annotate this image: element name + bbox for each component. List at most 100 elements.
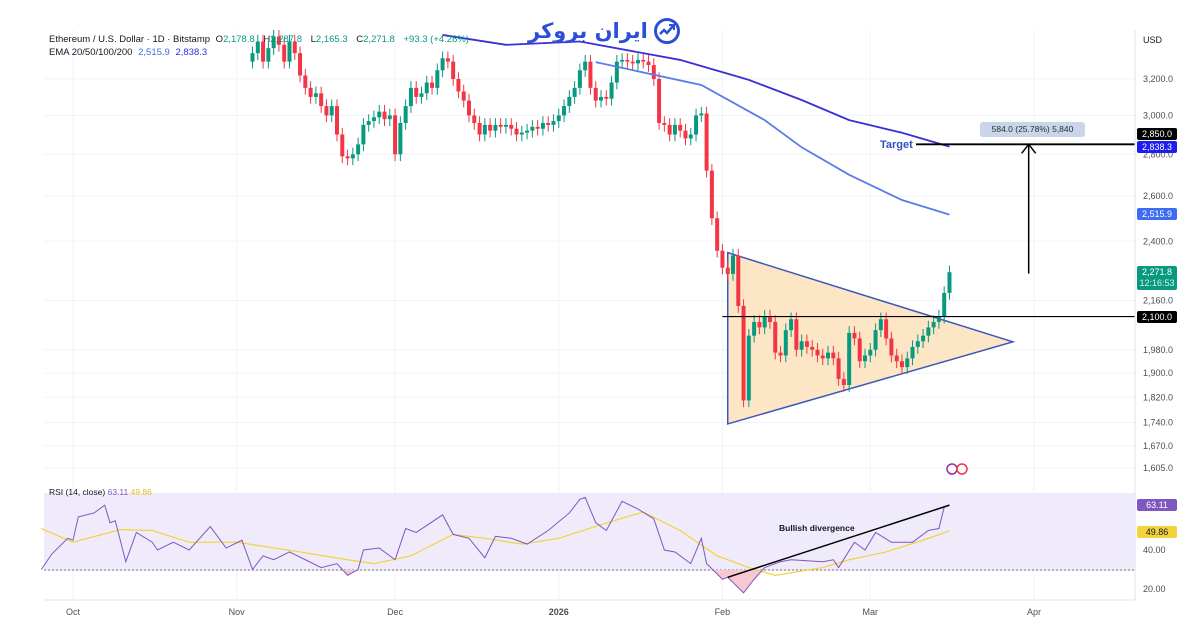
measure-label: 584.0 (25.78%) 5,840 xyxy=(980,122,1085,137)
candle xyxy=(630,54,635,71)
candle-body xyxy=(899,361,904,368)
candle-body xyxy=(361,124,366,145)
divergence-label: Bullish divergence xyxy=(779,523,855,533)
candle-body xyxy=(857,338,862,362)
candle xyxy=(683,123,688,146)
candle xyxy=(509,118,514,136)
candle xyxy=(641,53,646,69)
candle xyxy=(905,351,910,374)
candle-body xyxy=(746,335,751,401)
candle xyxy=(620,53,625,69)
candle xyxy=(731,248,735,281)
bar-countdown: 12:16:53 xyxy=(1139,278,1175,288)
price-tick-label: 2,600.0 xyxy=(1143,191,1173,201)
candle-body xyxy=(382,111,387,120)
candle-body xyxy=(604,96,609,99)
candle xyxy=(767,309,772,329)
candle-body xyxy=(720,250,725,268)
candle-body xyxy=(387,115,392,120)
rsi-line xyxy=(40,496,950,594)
candle xyxy=(445,51,450,69)
event-icon[interactable] xyxy=(946,463,958,475)
ohlc-open: O2,178.8 xyxy=(216,34,258,45)
candle xyxy=(773,315,778,360)
open-value: 2,178.8 xyxy=(223,34,255,45)
candle xyxy=(572,81,577,104)
candle-body xyxy=(667,124,672,135)
candle xyxy=(356,137,361,162)
candle xyxy=(947,265,952,300)
candle xyxy=(535,120,540,136)
candle xyxy=(921,328,926,349)
candle-body xyxy=(440,58,445,71)
rsi-value-tag: 63.11 xyxy=(1137,499,1177,511)
candle-body xyxy=(498,124,503,127)
candle xyxy=(583,54,588,78)
flag-icon[interactable] xyxy=(956,463,968,475)
candle xyxy=(329,99,334,123)
symbol-name: Ethereum / U.S. Dollar · 1D · Bitstamp xyxy=(49,34,211,45)
candle-body xyxy=(493,124,498,131)
event-icons[interactable] xyxy=(946,463,968,475)
candle xyxy=(387,108,392,126)
candle xyxy=(667,118,672,142)
candle-body xyxy=(767,316,772,322)
candle-body xyxy=(757,321,762,328)
candle xyxy=(287,34,292,69)
candle xyxy=(366,114,371,132)
last-price-tag: 2,271.8 12:16:53 xyxy=(1137,266,1177,290)
candle xyxy=(525,123,530,140)
candle xyxy=(863,348,867,369)
candle xyxy=(345,149,350,166)
candle xyxy=(752,315,757,343)
candle xyxy=(567,90,572,113)
candle-body xyxy=(255,41,260,54)
ema-100-line xyxy=(595,61,950,216)
candle-body xyxy=(461,91,466,101)
candle xyxy=(398,116,403,162)
currency-label[interactable]: USD xyxy=(1143,35,1163,45)
candle xyxy=(255,34,260,60)
candle xyxy=(588,54,593,95)
candle-body xyxy=(715,218,720,251)
rsi-ma-tag: 49.86 xyxy=(1137,526,1177,538)
candle xyxy=(651,58,656,86)
price-tick-label: 3,000.0 xyxy=(1143,110,1173,120)
time-tick-label: Dec xyxy=(387,607,404,617)
rsi-legend[interactable]: RSI (14, close) 63.11 49.86 xyxy=(49,487,152,497)
candle-body xyxy=(831,352,836,359)
candle-body xyxy=(488,124,493,131)
candle-body xyxy=(540,122,545,129)
candle-body xyxy=(942,292,947,317)
candle-body xyxy=(514,128,519,135)
price-tick-label: 2,400.0 xyxy=(1143,236,1173,246)
candle xyxy=(873,323,878,357)
target-price-tag: 2,850.0 xyxy=(1137,128,1177,140)
candle xyxy=(736,248,741,313)
candle xyxy=(408,81,413,113)
candle xyxy=(456,72,461,99)
candle xyxy=(371,110,376,128)
candle-body xyxy=(292,41,297,54)
candle xyxy=(282,38,287,69)
symbol-legend[interactable]: Ethereum / U.S. Dollar · 1D · Bitstamp O… xyxy=(49,34,472,45)
candle-body xyxy=(804,341,809,347)
target-label: Target xyxy=(880,139,913,151)
candle-body xyxy=(947,272,952,293)
candle xyxy=(382,104,387,126)
candle xyxy=(377,104,382,125)
candle-body xyxy=(847,332,852,386)
candle-body xyxy=(878,319,883,331)
candle xyxy=(625,53,630,69)
candle-body xyxy=(609,82,614,99)
candle-body xyxy=(567,96,572,107)
ema-legend[interactable]: EMA 20/50/100/200 2,515.9 2,838.3 xyxy=(49,47,210,58)
candle-body xyxy=(646,61,651,66)
candle-body xyxy=(583,61,588,71)
close-label: C xyxy=(356,34,364,45)
candle-body xyxy=(699,113,704,116)
candle xyxy=(857,331,862,369)
candle-body xyxy=(366,121,371,125)
candle xyxy=(488,118,493,138)
